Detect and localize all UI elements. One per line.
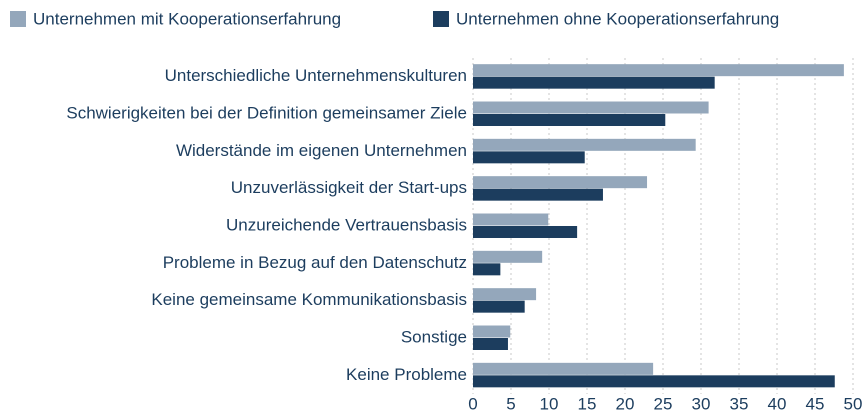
bar	[473, 138, 696, 151]
x-tick-label: 10	[540, 394, 559, 412]
y-tick-label: Schwierigkeiten bei der Definition gemei…	[66, 103, 467, 122]
legend-label: Unternehmen ohne Kooperationserfahrung	[456, 9, 779, 28]
x-tick-label: 30	[692, 394, 711, 412]
x-tick-label: 5	[506, 394, 515, 412]
bar	[473, 176, 648, 189]
x-tick-label: 0	[468, 394, 477, 412]
x-tick-label: 25	[654, 394, 673, 412]
bar	[473, 151, 585, 164]
y-tick-label: Unzureichende Vertrauensbasis	[226, 215, 467, 234]
legend-swatch	[10, 11, 26, 27]
y-tick-label: Keine Probleme	[346, 365, 467, 384]
x-tick-label: 50	[844, 394, 863, 412]
y-tick-label: Probleme in Bezug auf den Datenschutz	[163, 253, 467, 272]
bar	[473, 101, 709, 114]
y-tick-label: Sonstige	[401, 327, 467, 346]
bar	[473, 325, 511, 338]
bar	[473, 338, 508, 350]
legend-label: Unternehmen mit Kooperationserfahrung	[33, 9, 341, 28]
bar	[473, 188, 603, 201]
x-tick-label: 35	[730, 394, 749, 412]
bar	[473, 263, 501, 276]
bar	[473, 288, 537, 301]
x-tick-label: 20	[616, 394, 635, 412]
bar	[473, 114, 666, 126]
bar	[473, 375, 835, 388]
bar	[473, 226, 578, 238]
y-tick-label: Keine gemeinsame Kommunikationsbasis	[151, 290, 467, 309]
bar	[473, 213, 549, 226]
bar	[473, 300, 525, 313]
y-tick-label: Unzuverlässigkeit der Start-ups	[231, 178, 467, 197]
y-tick-label: Unterschiedliche Unternehmenskulturen	[165, 66, 467, 85]
bar	[473, 250, 543, 263]
x-tick-label: 40	[768, 394, 787, 412]
x-tick-label: 45	[806, 394, 825, 412]
x-tick-label: 15	[578, 394, 597, 412]
bar	[473, 76, 715, 89]
y-tick-label: Widerstände im eigenen Unternehmen	[176, 141, 467, 160]
bar	[473, 64, 844, 77]
legend-swatch	[433, 11, 449, 27]
bar	[473, 362, 654, 375]
